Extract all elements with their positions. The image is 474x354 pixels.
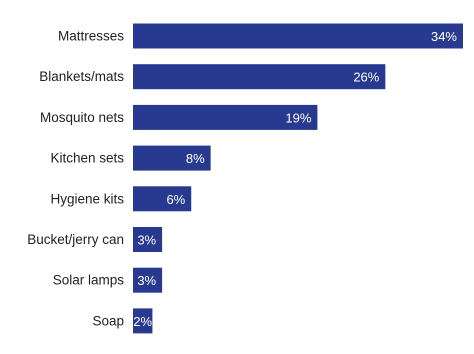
bar [133,23,463,49]
value-label: 3% [137,233,156,248]
category-label: Mattresses [58,29,124,44]
category-label: Soap [92,313,124,328]
category-label: Kitchen sets [50,151,124,166]
bars [133,23,463,334]
bar [133,267,163,293]
value-label: 6% [166,192,185,207]
category-label: Blankets/mats [39,69,124,84]
bar [133,308,153,334]
category-labels: Mattresses Blankets/mats Mosquito nets Kitc… [27,29,124,329]
value-label: 19% [285,110,311,125]
bar [133,64,386,90]
bar [133,186,192,212]
value-label: 3% [137,273,156,288]
value-labels: 34% 26% 19% 8% 6% 3% 3% 2% [133,29,457,329]
bar [133,145,211,171]
value-label: 2% [133,314,152,329]
value-label: 26% [353,70,379,85]
category-label: Solar lamps [53,273,125,288]
category-label: Hygiene kits [50,191,124,206]
value-label: 8% [186,151,205,166]
category-label: Mosquito nets [40,110,124,125]
bar [133,104,318,130]
bar [133,227,163,252]
category-label: Bucket/jerry can [27,232,124,247]
value-label: 34% [431,29,457,44]
